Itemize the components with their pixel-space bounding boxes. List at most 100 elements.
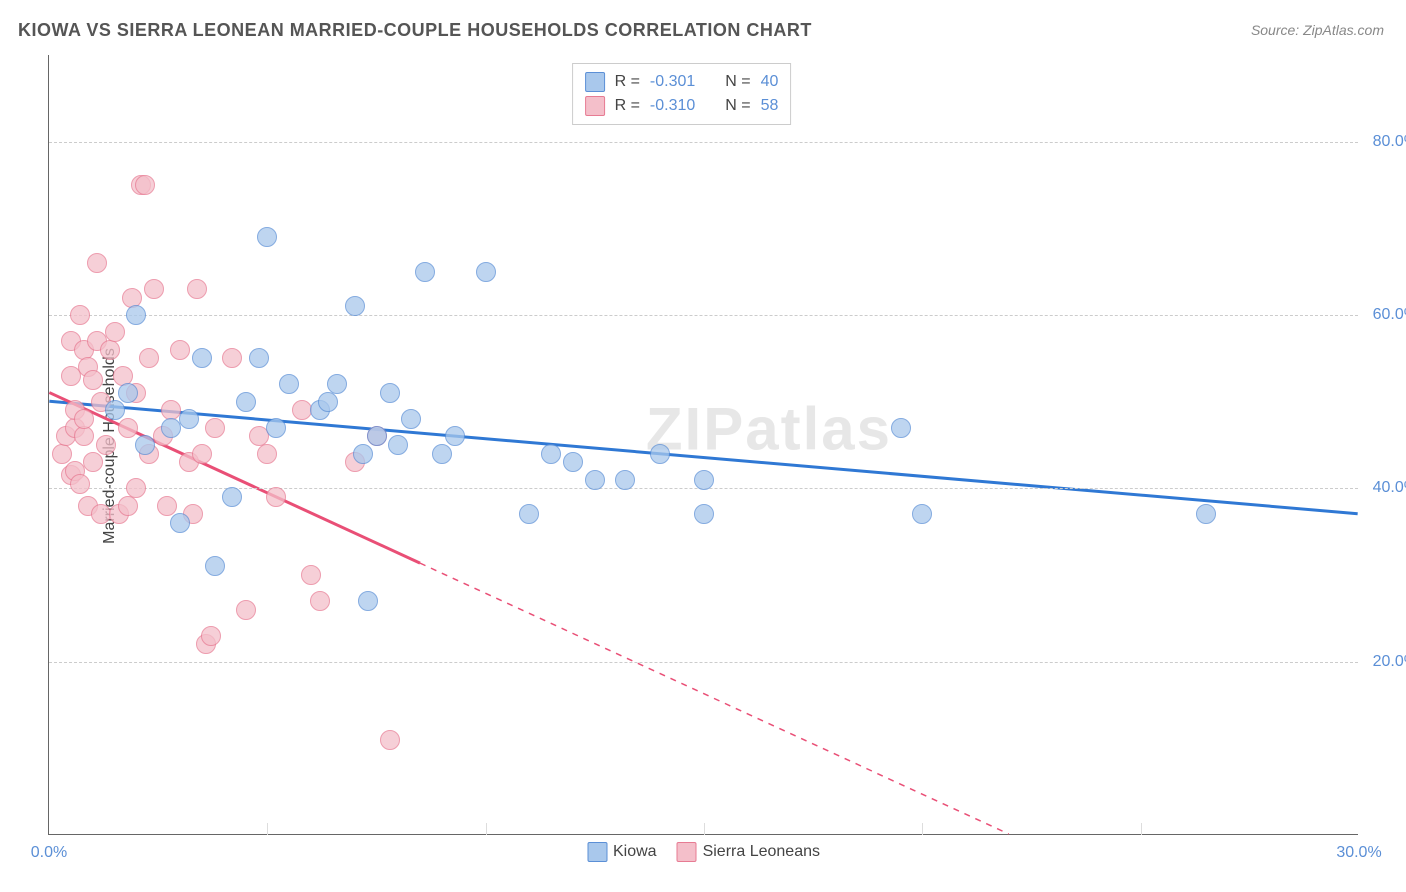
data-point — [187, 279, 207, 299]
data-point — [70, 474, 90, 494]
data-point — [87, 253, 107, 273]
trend-lines-layer — [49, 55, 1358, 834]
data-point — [1196, 504, 1216, 524]
data-point — [105, 400, 125, 420]
y-tick-label: 40.0% — [1363, 479, 1406, 497]
data-point — [353, 444, 373, 464]
data-point — [205, 418, 225, 438]
r-label: R = — [615, 97, 640, 115]
data-point — [327, 374, 347, 394]
data-point — [415, 262, 435, 282]
x-minor-tick — [704, 823, 705, 835]
data-point — [157, 496, 177, 516]
legend-swatch — [677, 842, 697, 862]
data-point — [222, 487, 242, 507]
data-point — [563, 452, 583, 472]
x-minor-tick — [267, 823, 268, 835]
data-point — [301, 565, 321, 585]
data-point — [585, 470, 605, 490]
data-point — [318, 392, 338, 412]
data-point — [257, 227, 277, 247]
data-point — [445, 426, 465, 446]
data-point — [650, 444, 670, 464]
data-point — [519, 504, 539, 524]
data-point — [118, 418, 138, 438]
data-point — [236, 392, 256, 412]
data-point — [70, 305, 90, 325]
legend-swatch — [585, 96, 605, 116]
data-point — [74, 426, 94, 446]
x-minor-tick — [486, 823, 487, 835]
data-point — [135, 435, 155, 455]
legend-stat-row: R = -0.310N = 58 — [585, 94, 779, 118]
data-point — [105, 322, 125, 342]
r-value: -0.301 — [650, 73, 695, 91]
data-point — [615, 470, 635, 490]
x-minor-tick — [922, 823, 923, 835]
y-tick-label: 80.0% — [1363, 133, 1406, 151]
source-label: Source: ZipAtlas.com — [1251, 22, 1384, 38]
chart-container: KIOWA VS SIERRA LEONEAN MARRIED-COUPLE H… — [0, 0, 1406, 892]
n-label: N = — [725, 97, 750, 115]
gridline-h — [49, 315, 1358, 316]
data-point — [170, 340, 190, 360]
legend-label: Kiowa — [613, 843, 657, 861]
data-point — [432, 444, 452, 464]
data-point — [83, 452, 103, 472]
data-point — [476, 262, 496, 282]
data-point — [74, 409, 94, 429]
data-point — [358, 591, 378, 611]
watermark: ZIPatlas — [646, 394, 892, 463]
data-point — [249, 348, 269, 368]
trend-line-dashed — [420, 563, 1009, 834]
legend-swatch — [587, 842, 607, 862]
plot-area: ZIPatlas R = -0.301N = 40R = -0.310N = 5… — [48, 55, 1358, 835]
x-tick-label: 30.0% — [1336, 844, 1381, 862]
n-value: 40 — [761, 73, 779, 91]
data-point — [192, 348, 212, 368]
legend-item: Sierra Leoneans — [677, 842, 820, 862]
data-point — [126, 305, 146, 325]
gridline-h — [49, 662, 1358, 663]
data-point — [401, 409, 421, 429]
data-point — [367, 426, 387, 446]
trend-line-solid — [49, 393, 420, 564]
legend-stat-row: R = -0.301 N = 40 — [585, 70, 779, 94]
r-label: R = — [615, 73, 640, 91]
legend-label: Sierra Leoneans — [703, 843, 820, 861]
data-point — [912, 504, 932, 524]
data-point — [118, 496, 138, 516]
data-point — [694, 504, 714, 524]
y-tick-label: 20.0% — [1363, 653, 1406, 671]
data-point — [96, 435, 116, 455]
data-point — [52, 444, 72, 464]
data-point — [279, 374, 299, 394]
legend-series: Kiowa Sierra Leoneans — [587, 842, 820, 862]
data-point — [694, 470, 714, 490]
r-value: -0.310 — [650, 97, 695, 115]
data-point — [179, 409, 199, 429]
data-point — [201, 626, 221, 646]
data-point — [236, 600, 256, 620]
data-point — [345, 296, 365, 316]
data-point — [266, 487, 286, 507]
data-point — [541, 444, 561, 464]
data-point — [170, 513, 190, 533]
data-point — [135, 175, 155, 195]
data-point — [388, 435, 408, 455]
data-point — [266, 418, 286, 438]
data-point — [380, 383, 400, 403]
chart-title: KIOWA VS SIERRA LEONEAN MARRIED-COUPLE H… — [18, 20, 812, 41]
data-point — [380, 730, 400, 750]
data-point — [100, 340, 120, 360]
y-tick-label: 60.0% — [1363, 306, 1406, 324]
data-point — [139, 348, 159, 368]
data-point — [310, 591, 330, 611]
data-point — [118, 383, 138, 403]
data-point — [205, 556, 225, 576]
data-point — [126, 478, 146, 498]
data-point — [891, 418, 911, 438]
legend-stats: R = -0.301N = 40R = -0.310N = 58 — [572, 63, 792, 125]
data-point — [222, 348, 242, 368]
n-label: N = — [725, 73, 750, 91]
